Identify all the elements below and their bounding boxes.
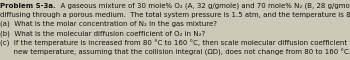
Text: (a)  What is the molar concentration of N₂ in the gas mixture?: (a) What is the molar concentration of N…	[0, 21, 217, 27]
Text: (c)  If the temperature is increased from 80 °C to 160 °C, then scale molecular : (c) If the temperature is increased from…	[0, 39, 350, 46]
Text: (b)  What is the molecular diffusion coefficient of O₂ in N₂?: (b) What is the molecular diffusion coef…	[0, 30, 205, 37]
Text: new temperature, assuming that the collision integral (ΩD), does not change from: new temperature, assuming that the colli…	[0, 48, 350, 56]
Text: A gaseous mixture of 30 mole% O₂ (A, 32 g/gmole) and 70 mole% N₂ (B, 28 g/gmole): A gaseous mixture of 30 mole% O₂ (A, 32 …	[56, 3, 350, 9]
Text: Problem S-3a.: Problem S-3a.	[0, 3, 56, 9]
Text: diffusing through a porous medium.  The total system pressure is 1.5 atm, and th: diffusing through a porous medium. The t…	[0, 12, 350, 18]
